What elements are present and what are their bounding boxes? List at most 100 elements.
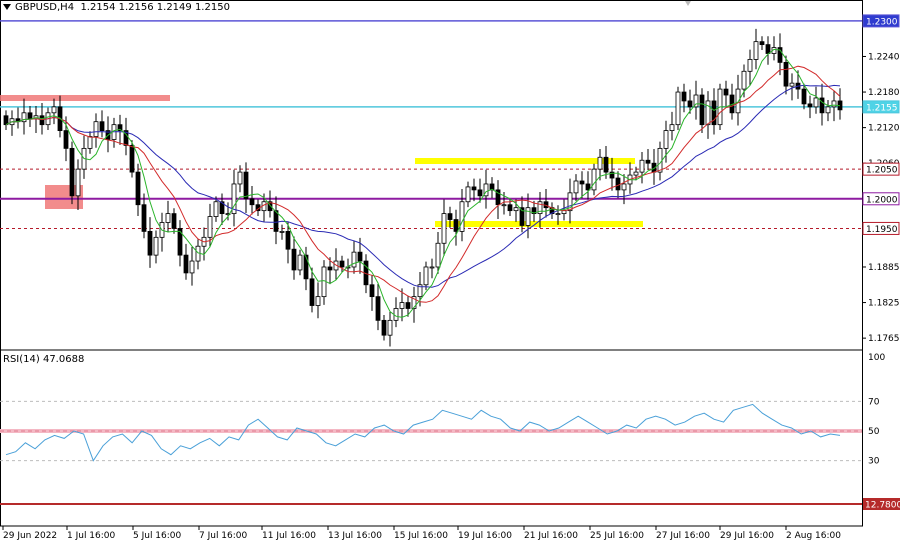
candle-body: [459, 201, 465, 232]
candle-body: [705, 100, 711, 126]
price-badge: [862, 100, 900, 114]
candle-body: [93, 121, 99, 137]
price-badge: [863, 498, 900, 510]
candle-body: [75, 168, 81, 197]
candle-body: [693, 94, 699, 108]
ohlc-values: 1.2154 1.2156 1.2149 1.2150: [80, 2, 230, 13]
candle-body: [573, 180, 579, 194]
yellow-zone-lower: [435, 221, 643, 227]
candle-body: [753, 41, 759, 60]
candle-body: [237, 171, 243, 185]
candle-body: [639, 159, 645, 173]
candle-body: [165, 213, 171, 223]
candle-body: [747, 59, 753, 72]
candle-body: [279, 231, 285, 233]
scroll-marker-icon: [685, 1, 691, 6]
candle-body: [501, 204, 507, 207]
time-label: 25 Jul 16:00: [590, 531, 644, 541]
candle-body: [657, 147, 663, 173]
price-badge: [862, 14, 900, 28]
candle-body: [231, 183, 237, 215]
price-badge-label: 1.1950: [866, 225, 898, 235]
candle-body: [519, 207, 525, 226]
candle-body: [699, 94, 705, 126]
rsi-scale-label: 30: [868, 457, 880, 467]
candle-body: [387, 319, 393, 336]
candle-body: [213, 201, 219, 217]
candle-body: [225, 213, 231, 216]
resistance-zone: [0, 95, 170, 101]
candle-body: [285, 231, 291, 250]
candle-body: [63, 130, 69, 149]
candle-body: [249, 198, 255, 206]
candle-body: [177, 228, 183, 256]
candle-body: [141, 204, 147, 232]
candle-body: [465, 186, 471, 203]
candle-body: [831, 100, 837, 108]
time-label: 7 Jul 16:00: [199, 531, 248, 541]
candle-body: [741, 70, 747, 90]
candle-body: [807, 103, 813, 108]
price-badge: [862, 221, 900, 235]
price-badge-label: 1.2050: [866, 166, 898, 176]
candle-body: [633, 171, 639, 176]
candle-body: [417, 284, 423, 298]
candle-body: [375, 296, 381, 321]
candle-body: [393, 308, 399, 321]
candle-body: [645, 159, 651, 164]
price-badge-label: 1.2300: [866, 17, 898, 27]
candle-body: [27, 112, 33, 120]
candle-body: [423, 266, 429, 286]
candle-body: [585, 183, 591, 191]
candle-body: [801, 88, 807, 105]
candle-body: [669, 124, 675, 131]
rsi-title: RSI(14) 47.0688: [3, 354, 85, 365]
rsi-scale-label: 70: [868, 397, 880, 407]
candle-body: [555, 213, 561, 216]
chart-header: GBPUSD,H4 1.2154 1.2156 1.2149 1.2150: [3, 2, 230, 13]
candle-body: [183, 254, 189, 274]
ma-blue-line: [5, 84, 841, 288]
triangle-down-icon[interactable]: [3, 4, 11, 10]
candle-body: [489, 183, 495, 191]
candle-body: [471, 186, 477, 191]
candle-body: [453, 219, 459, 232]
candle-body: [189, 260, 195, 274]
candle-body: [381, 319, 387, 336]
ma-green-line: [5, 48, 841, 318]
candles: [3, 28, 843, 347]
candle-body: [135, 171, 141, 206]
candle-body: [723, 88, 729, 96]
candle-body: [339, 260, 345, 268]
rsi-pane: [0, 400, 862, 462]
candle-body: [609, 171, 615, 179]
candle-body: [99, 121, 105, 131]
yellow-zone-upper: [415, 158, 635, 164]
time-label: 13 Jul 16:00: [328, 531, 382, 541]
rsi-line: [5, 403, 841, 462]
candle-body: [537, 201, 543, 215]
candle-body: [447, 213, 453, 220]
candle-body: [303, 254, 309, 280]
candle-body: [315, 296, 321, 306]
symbol-label: GBPUSD,H4: [15, 2, 75, 13]
candle-body: [39, 115, 45, 126]
price-tick-label: 1.1885: [868, 263, 900, 273]
candle-body: [711, 100, 717, 126]
candle-body: [819, 97, 825, 114]
candle-body: [759, 41, 765, 46]
candle-body: [435, 242, 441, 268]
time-label: 27 Jul 16:00: [656, 531, 710, 541]
candle-body: [219, 201, 225, 215]
candle-body: [147, 231, 153, 256]
candle-body: [495, 189, 501, 206]
price-tick-label: 1.2240: [868, 52, 900, 62]
candle-body: [597, 156, 603, 170]
price-badge-label: 12.7800: [865, 501, 900, 511]
price-tick-label: 1.2180: [868, 88, 900, 98]
candle-body: [441, 213, 447, 244]
candle-body: [123, 130, 129, 146]
time-label: 19 Jul 16:00: [458, 531, 512, 541]
